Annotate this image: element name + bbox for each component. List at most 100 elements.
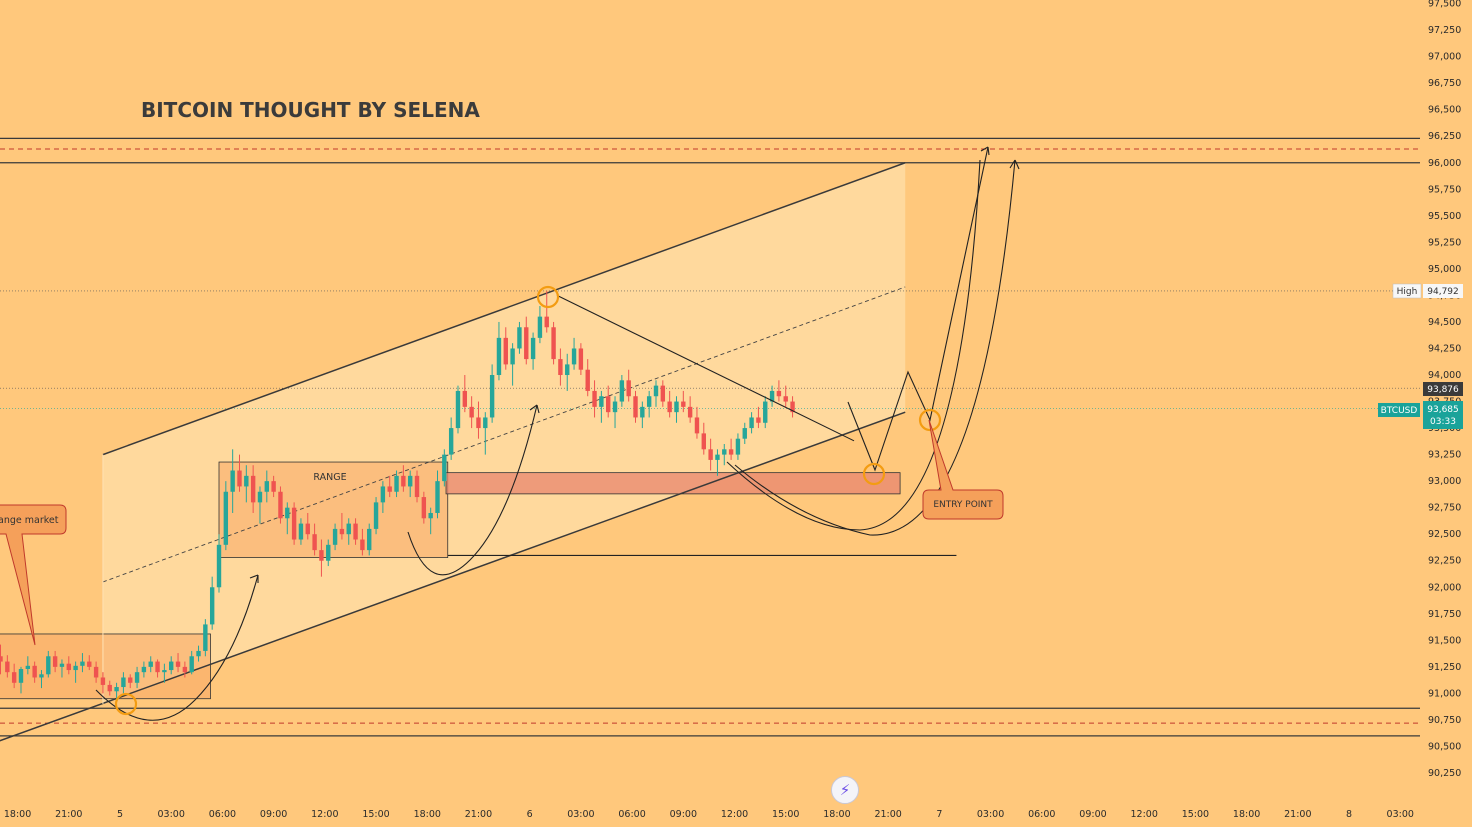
x-tick-label: 21:00 — [465, 809, 492, 820]
x-tick-label: 03:00 — [1387, 809, 1414, 820]
candle — [496, 321, 502, 381]
candle — [592, 380, 597, 418]
level-price-tag: 93,876 — [1423, 382, 1463, 396]
x-tick-label: 09:00 — [1079, 809, 1106, 820]
candle — [722, 443, 727, 466]
candle — [114, 682, 119, 699]
candle — [619, 375, 625, 407]
y-tick-label: 95,500 — [1428, 211, 1461, 222]
candle-body — [476, 417, 481, 429]
candle-body — [326, 544, 331, 561]
x-axis[interactable]: 18:00 21:00 5 03:00 06:00 09:00 12:00 15:00 18:0… — [4, 809, 1414, 820]
candle — [11, 663, 17, 689]
level-value: 93,876 — [1427, 385, 1459, 395]
candle — [681, 390, 686, 413]
candle-body — [121, 677, 126, 688]
candle — [59, 659, 65, 678]
arrow-head — [529, 404, 540, 414]
y-tick-label: 96,000 — [1428, 158, 1461, 169]
y-tick-label: 96,750 — [1428, 78, 1461, 89]
descending-trendline — [556, 294, 855, 442]
candle — [503, 327, 508, 370]
x-tick-label: 06:00 — [1028, 809, 1055, 820]
arrow-head — [1009, 159, 1020, 170]
candle — [319, 539, 324, 577]
candle — [537, 306, 543, 344]
candle-body — [442, 454, 447, 482]
candle-body — [332, 528, 338, 545]
candle-body — [80, 661, 85, 666]
candle-body — [694, 417, 700, 434]
candle-body — [783, 396, 788, 402]
candle — [524, 316, 529, 365]
candle — [326, 539, 331, 567]
candle — [264, 470, 270, 503]
symbol-label: BTCUSD — [1381, 406, 1418, 416]
candle — [640, 401, 645, 429]
channel-upper-line — [102, 162, 906, 456]
candle-body — [346, 523, 351, 535]
candle-body — [128, 677, 133, 683]
candle — [87, 655, 92, 671]
candle-body — [435, 481, 440, 513]
entry-point-label: ENTRY POINT — [933, 500, 993, 510]
x-tick-label: 15:00 — [362, 809, 389, 820]
candle — [271, 475, 276, 498]
x-tick-label: 15:00 — [772, 809, 799, 820]
candle — [134, 666, 140, 689]
candle-body — [209, 587, 215, 625]
x-tick-label: 06:00 — [209, 809, 236, 820]
y-tick-label: 94,000 — [1428, 370, 1461, 381]
projection-curve-3 — [726, 159, 981, 531]
candle — [244, 465, 249, 503]
candle — [544, 290, 549, 333]
y-tick-label: 92,000 — [1428, 582, 1461, 593]
candle — [763, 396, 768, 429]
candle — [633, 390, 638, 423]
candle — [448, 417, 454, 460]
candle-body — [46, 656, 51, 675]
y-tick-label: 96,250 — [1428, 131, 1461, 142]
current-price-tag: BTCUSD 93,685 03:33 — [1378, 401, 1463, 429]
candle-body — [660, 385, 666, 402]
candle — [551, 321, 556, 365]
candle-body — [776, 390, 782, 397]
high-label: High — [1397, 287, 1418, 297]
channel-lower-line — [0, 411, 906, 742]
candle-body — [134, 672, 140, 683]
candle-body — [585, 369, 590, 391]
candle — [626, 369, 631, 402]
candle — [32, 661, 37, 683]
candle — [483, 412, 488, 455]
candle-body — [175, 661, 181, 667]
candle-body — [735, 438, 741, 455]
candle — [107, 680, 112, 696]
candle — [332, 523, 338, 551]
candle-body — [503, 337, 508, 365]
current-value: 93,685 — [1427, 405, 1459, 415]
x-tick-label: 18:00 — [823, 809, 850, 820]
x-tick-label: 09:00 — [670, 809, 697, 820]
candle-body — [271, 481, 276, 492]
candle — [141, 661, 147, 678]
candle-body — [87, 661, 92, 667]
candle — [571, 337, 577, 370]
candle — [435, 470, 440, 519]
candle-body — [483, 417, 488, 429]
candle — [175, 653, 181, 673]
candle-body — [469, 406, 474, 418]
x-tick-label: 12:00 — [311, 809, 338, 820]
x-tick-label: 18:00 — [1233, 809, 1260, 820]
candle — [653, 380, 659, 407]
candle-body — [141, 666, 147, 673]
candle — [25, 656, 31, 675]
candle-body — [455, 390, 461, 429]
candle — [428, 507, 433, 535]
countdown: 03:33 — [1430, 417, 1456, 427]
candle-body — [155, 661, 160, 673]
candle — [674, 396, 679, 423]
candle — [223, 481, 229, 551]
candle — [489, 364, 495, 423]
candle-body — [428, 512, 433, 519]
